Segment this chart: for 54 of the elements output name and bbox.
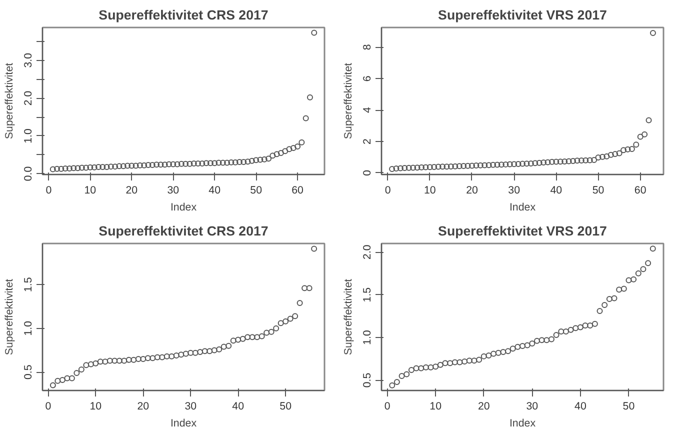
x-axis-title: Index: [170, 202, 198, 214]
y-tick-label: 3.0: [22, 52, 34, 68]
x-tick-label: 50: [280, 400, 292, 412]
x-tick-label: 40: [574, 400, 586, 412]
x-tick-label: 10: [424, 184, 436, 196]
x-tick-label: 20: [478, 400, 490, 412]
x-axis-title: Index: [509, 202, 536, 214]
y-tick-label: 0.5: [362, 372, 374, 388]
y-tick-label: 2.0: [362, 244, 374, 260]
x-tick-label: 40: [550, 184, 562, 196]
x-tick-label: 0: [384, 184, 391, 196]
chart-title: Supereffektivitet VRS 2017: [438, 8, 607, 22]
chart-title: Supereffektivitet CRS 2017: [98, 8, 268, 22]
chart-title: Supereffektivitet CRS 2017: [98, 224, 268, 238]
x-tick-label: 0: [46, 184, 52, 196]
y-axis-title: Supereffektivitet: [4, 278, 16, 356]
x-tick-label: 20: [126, 184, 138, 196]
x-tick-label: 50: [592, 184, 604, 196]
x-tick-label: 30: [526, 400, 538, 412]
x-axis-title: Index: [170, 418, 198, 430]
x-tick-label: 50: [622, 400, 635, 412]
y-tick-label: 0: [362, 170, 374, 176]
x-tick-label: 20: [466, 184, 478, 196]
x-tick-label: 60: [634, 184, 646, 196]
x-tick-label: 40: [232, 400, 244, 412]
x-tick-label: 20: [137, 400, 150, 412]
x-tick-label: 30: [184, 400, 197, 412]
y-tick-label: 4: [362, 107, 374, 114]
y-tick-label: 8: [362, 44, 374, 50]
x-tick-label: 0: [45, 400, 52, 412]
y-tick-label: 6: [362, 76, 374, 82]
y-axis-title: Supereffektivitet: [342, 62, 354, 140]
y-tick-label: 1.0: [362, 330, 374, 345]
x-tick-label: 30: [167, 184, 180, 196]
y-tick-label: 1.5: [362, 287, 374, 302]
y-tick-label: 2: [362, 138, 374, 144]
y-tick-label: 0.5: [22, 364, 34, 380]
x-tick-label: 10: [90, 400, 102, 412]
x-tick-label: 10: [430, 400, 442, 412]
x-tick-label: 30: [508, 184, 520, 196]
y-tick-label: 0.0: [22, 166, 34, 182]
y-axis-title: Supereffektivitet: [342, 278, 354, 356]
chart-title: Supereffektivitet VRS 2017: [438, 224, 607, 238]
x-tick-label: 10: [84, 184, 96, 196]
y-tick-label: 1.5: [22, 277, 34, 292]
y-tick-label: 1.0: [22, 128, 34, 144]
y-tick-label: 2.0: [22, 90, 34, 106]
x-tick-label: 50: [250, 184, 262, 196]
x-tick-label: 40: [208, 184, 221, 196]
x-axis-title: Index: [509, 418, 536, 430]
x-tick-label: 60: [292, 184, 304, 196]
y-tick-label: 1.0: [22, 320, 34, 336]
x-tick-label: 0: [384, 400, 390, 412]
y-axis-title: Supereffektivitet: [4, 62, 16, 140]
